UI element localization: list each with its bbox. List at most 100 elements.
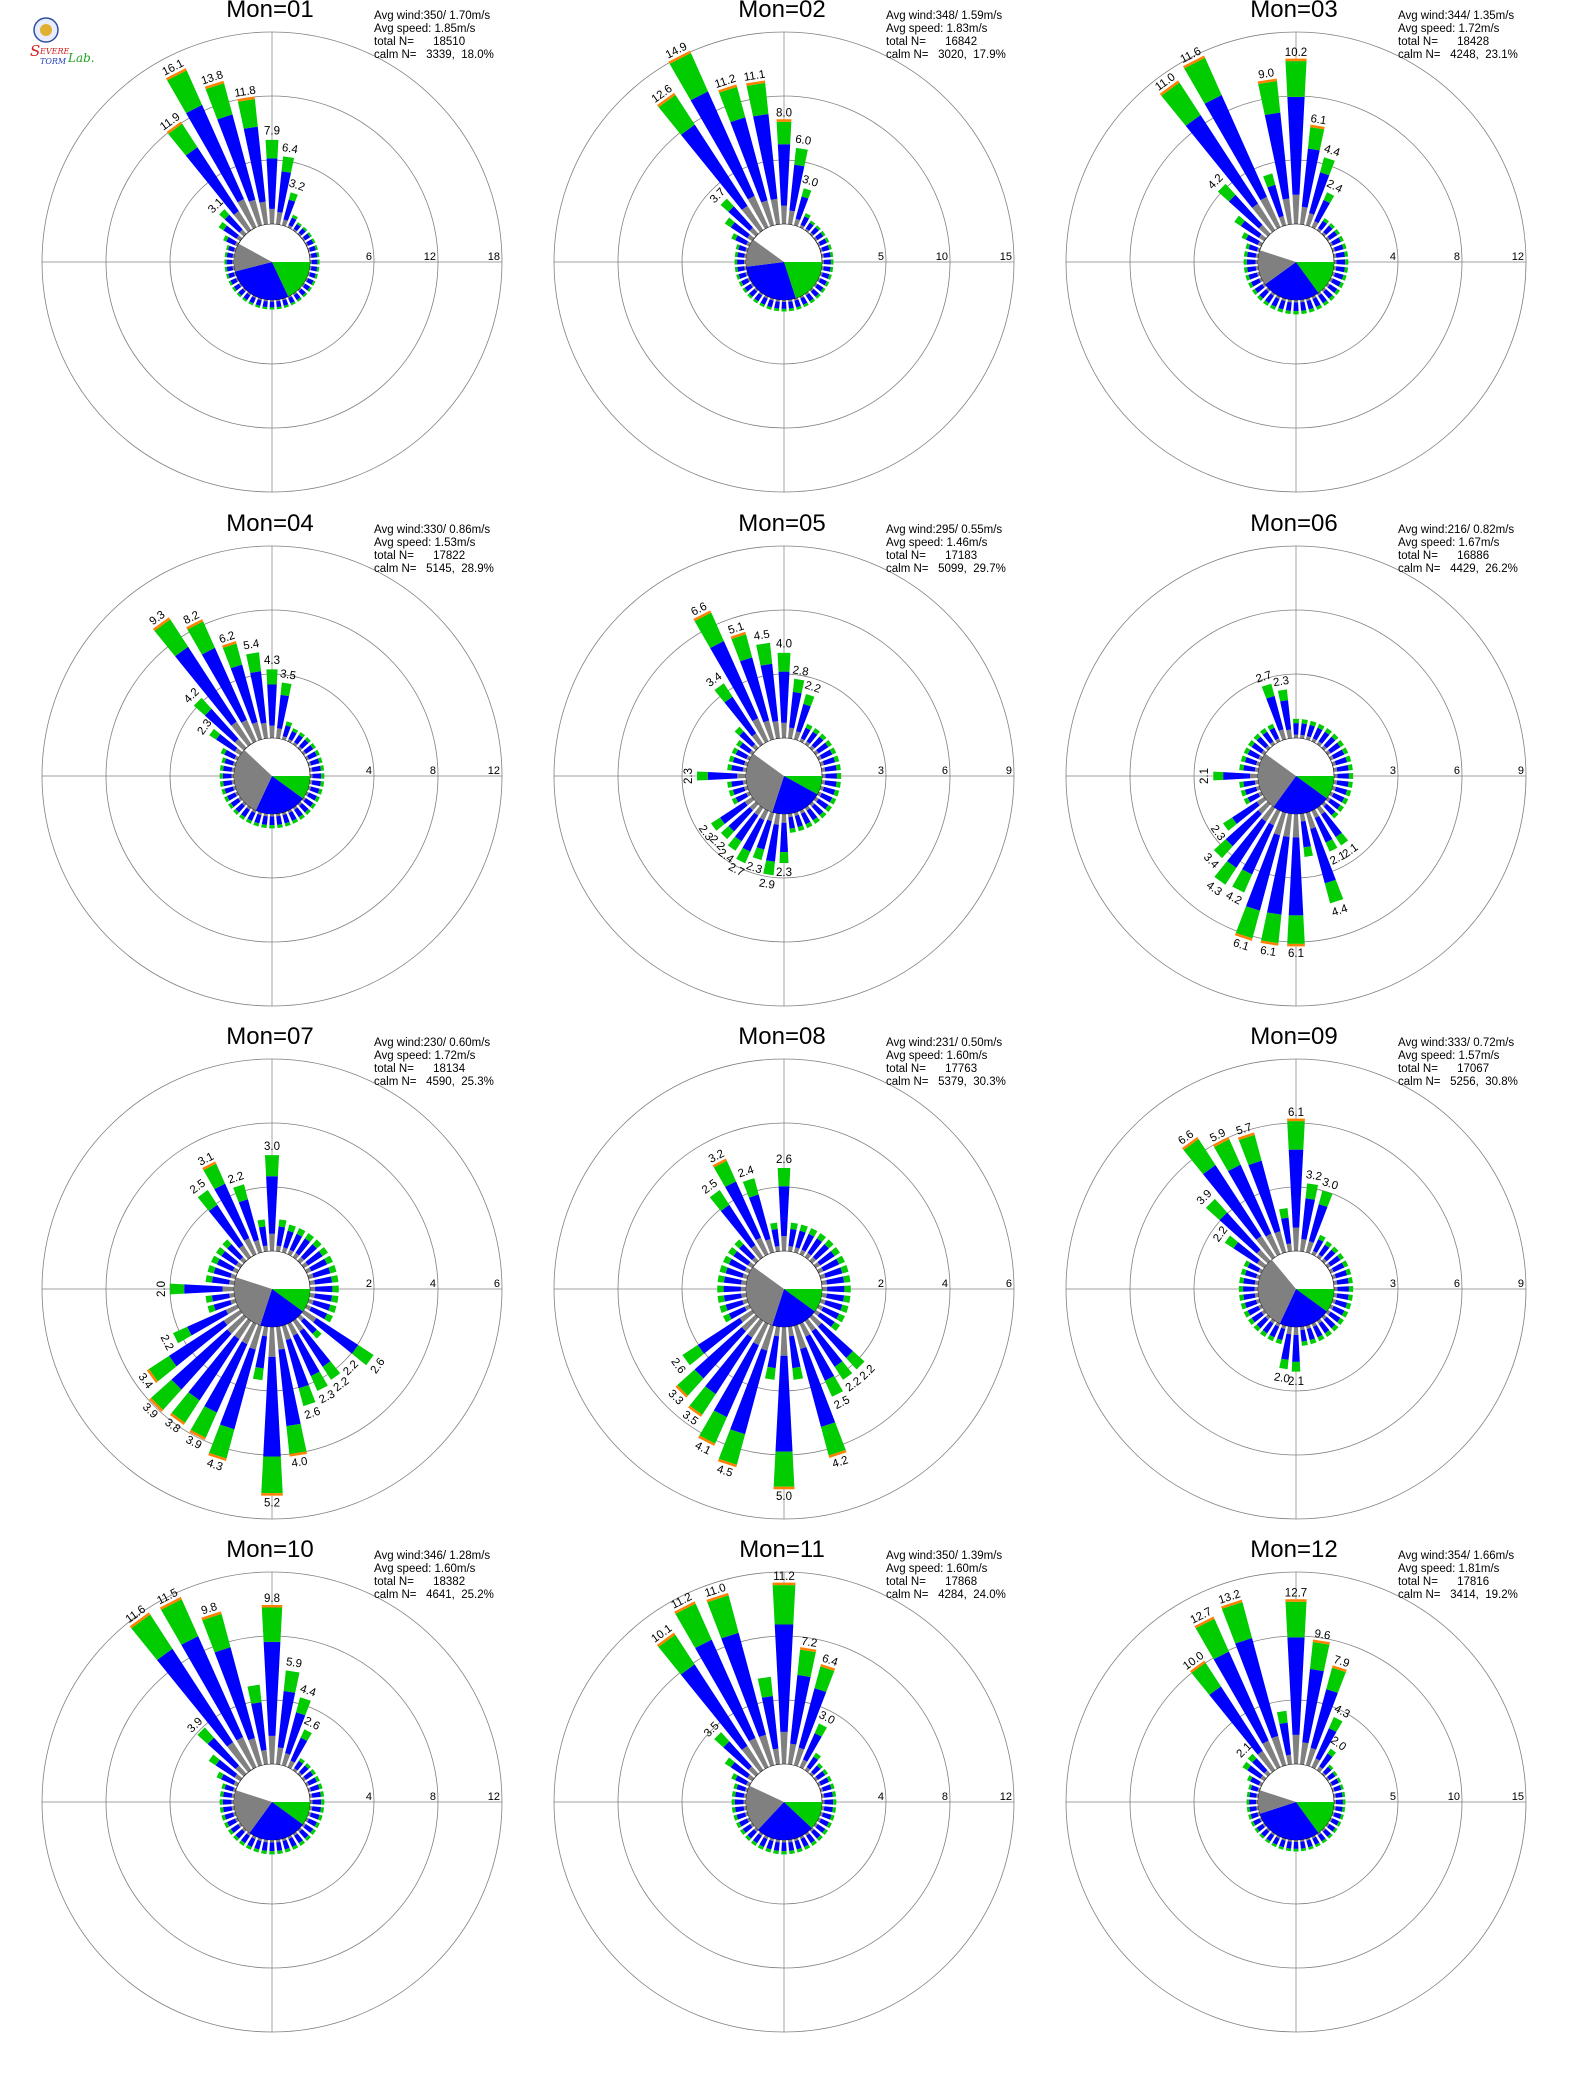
calm-slice [1296, 1802, 1334, 1833]
bar-segment [1159, 80, 1180, 96]
bar-segment [1275, 1338, 1283, 1345]
bar-segment [261, 1749, 269, 1765]
bar-segment [1243, 1293, 1256, 1301]
bar-segment [741, 1280, 747, 1286]
bar-segment [248, 301, 254, 306]
bar-segment [297, 1827, 303, 1833]
calm-slice [784, 1802, 822, 1829]
bar-segment [262, 1326, 269, 1337]
calm-slice [757, 1802, 812, 1840]
bar-segment [1299, 299, 1305, 303]
bar-segment [787, 813, 793, 818]
bar-segment [231, 1799, 235, 1805]
bar-segment [255, 299, 262, 306]
bar-segment [301, 282, 306, 288]
bar-segment [825, 773, 837, 779]
bar-segment [1333, 253, 1337, 259]
bar-segment [804, 1831, 810, 1837]
ring-circle [553, 1571, 1015, 2033]
bar-segment [1278, 299, 1286, 310]
bar-segment [1271, 297, 1280, 307]
svg-text:Lab.: Lab. [67, 51, 95, 65]
bar-segment [310, 802, 316, 809]
stats-block: Avg wind:295/ 0.55m/s Avg speed: 1.46m/s t… [886, 524, 1006, 576]
bar-segment [741, 1292, 747, 1298]
bar-segment [1251, 742, 1264, 754]
bar-segment [1245, 234, 1260, 245]
bar-segment [1285, 1847, 1292, 1852]
bar-segment [1266, 1833, 1275, 1842]
bar-segment [307, 271, 311, 277]
bar-segment [321, 773, 325, 779]
windrose-svg: 4 8 129.3 8.26.2 5.44.33.54.22.3 [41, 545, 503, 1007]
bar-segment [1314, 815, 1333, 843]
bar-segment [736, 1822, 742, 1829]
ring-label: 12 [424, 251, 436, 263]
bar-segment [734, 1799, 744, 1805]
bar-segment [751, 743, 759, 751]
stats-total: total N= 17868 [886, 1576, 978, 1588]
bar-segment [750, 282, 755, 288]
bar-segment [794, 299, 801, 308]
bar-segment [292, 1318, 304, 1332]
bar-segment [1286, 729, 1293, 739]
bar-segment [311, 238, 316, 244]
bar-segment [799, 1249, 806, 1257]
bar-segment [287, 808, 293, 814]
bar-segment [1345, 259, 1349, 265]
bar-segment [1228, 194, 1263, 229]
bar-segment [1310, 1689, 1338, 1750]
bar-segment [1287, 915, 1305, 944]
bar-segment [310, 1371, 328, 1391]
bar-segment [788, 301, 794, 309]
bar-segment [821, 1280, 827, 1286]
bar-segment [1327, 1748, 1337, 1757]
bar-segment [1240, 755, 1247, 763]
bar-segment [307, 1298, 314, 1305]
bar-segment [1275, 1834, 1281, 1839]
bar-value-label: 6.2 [218, 630, 237, 646]
bar-segment [1331, 1787, 1335, 1793]
bar-segment [1323, 803, 1336, 816]
bar-segment [1254, 1292, 1259, 1298]
bar-segment [825, 804, 832, 812]
bar-segment [1318, 1234, 1326, 1242]
bar-segment [800, 1647, 817, 1653]
bar-segment [302, 292, 308, 298]
bar-segment [781, 205, 787, 225]
bar-value-label: 11.8 [234, 85, 257, 100]
bar-segment [694, 612, 724, 648]
bar-segment [1279, 1722, 1292, 1756]
bar-segment [727, 764, 733, 771]
bar-segment [724, 1757, 735, 1768]
bar-segment [1225, 810, 1262, 847]
bar-segment [730, 1348, 768, 1435]
bar-segment [763, 1834, 769, 1840]
bar-segment [226, 236, 237, 246]
bar-segment [821, 779, 826, 785]
bar-segment [1328, 742, 1341, 754]
stats-total: total N= 17822 [374, 550, 466, 562]
bar-segment [688, 1405, 703, 1417]
bar-segment [1257, 1259, 1267, 1269]
bar-segment [1258, 801, 1271, 814]
bar-value-label: 11.2 [773, 1571, 795, 1583]
ring-circle [1065, 545, 1527, 1007]
bar-segment [285, 721, 293, 727]
bar-segment [151, 1379, 182, 1410]
calm-slice [746, 239, 784, 267]
bar-segment [1303, 846, 1313, 857]
bar-segment [1308, 1845, 1314, 1850]
bar-segment [221, 1814, 227, 1821]
bar-segment [215, 1759, 238, 1778]
bar-segment [224, 252, 228, 258]
bar-segment [734, 1239, 744, 1249]
bar-segment [730, 117, 768, 203]
bar-segment [297, 1256, 305, 1264]
bar-segment [823, 1806, 833, 1813]
bar-segment [1335, 832, 1349, 846]
bar-segment [804, 1318, 816, 1332]
bar-segment [184, 1284, 223, 1294]
bar-segment [1244, 1299, 1258, 1308]
bar-segment [1323, 736, 1336, 749]
